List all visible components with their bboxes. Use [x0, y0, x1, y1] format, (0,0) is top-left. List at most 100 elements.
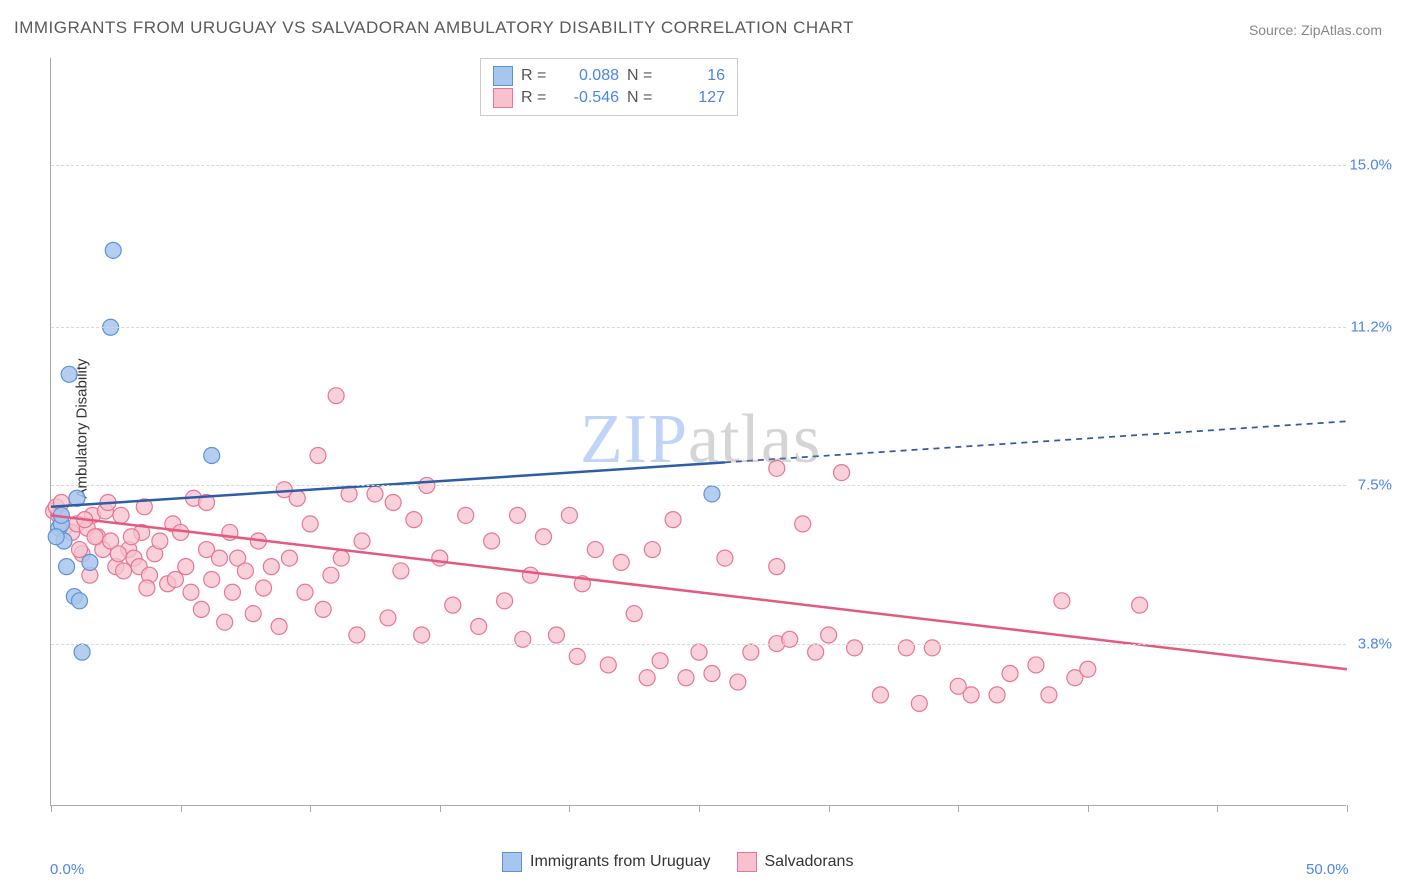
legend-label-uruguay: Immigrants from Uruguay [530, 853, 711, 871]
scatter-point [639, 670, 655, 686]
scatter-point [82, 554, 98, 570]
scatter-point [393, 563, 409, 579]
scatter-point [445, 597, 461, 613]
scatter-point [217, 614, 233, 630]
scatter-point [380, 610, 396, 626]
r-value-0: 0.088 [563, 65, 619, 87]
legend-swatch-uruguay [502, 852, 522, 872]
x-tick [569, 805, 570, 812]
scatter-point [523, 567, 539, 583]
scatter-point [1002, 665, 1018, 681]
n-value-0: 16 [669, 65, 725, 87]
scatter-point [333, 550, 349, 566]
scatter-point [898, 640, 914, 656]
scatter-point [691, 644, 707, 660]
scatter-point [204, 571, 220, 587]
n-label-0: N = [627, 65, 661, 87]
scatter-point [315, 601, 331, 617]
y-tick-label: 15.0% [1349, 156, 1392, 173]
scatter-point [1080, 661, 1096, 677]
scatter-point [123, 529, 139, 545]
gridline-h [51, 644, 1346, 645]
scatter-point [367, 486, 383, 502]
y-tick-label: 7.5% [1358, 477, 1392, 494]
scatter-point [139, 580, 155, 596]
scatter-point [1054, 593, 1070, 609]
scatter-point [600, 657, 616, 673]
scatter-point [237, 563, 253, 579]
scatter-point [963, 687, 979, 703]
scatter-point [328, 388, 344, 404]
scatter-point [183, 584, 199, 600]
y-tick-label: 11.2% [1351, 319, 1392, 336]
scatter-point [665, 512, 681, 528]
scatter-point [652, 653, 668, 669]
y-tick-label: 3.8% [1358, 635, 1392, 652]
x-tick [1217, 805, 1218, 812]
scatter-point [1132, 597, 1148, 613]
scatter-point [510, 507, 526, 523]
scatter-point [432, 550, 448, 566]
source-label: Source: [1249, 22, 1297, 38]
scatter-point [354, 533, 370, 549]
stats-row-uruguay: R = 0.088 N = 16 [493, 65, 725, 87]
scatter-point [769, 460, 785, 476]
scatter-point [821, 627, 837, 643]
legend-label-salvadoran: Salvadorans [765, 853, 854, 871]
x-tick [310, 805, 311, 812]
scatter-point [808, 644, 824, 660]
scatter-point [61, 366, 77, 382]
scatter-point [72, 542, 88, 558]
x-tick [440, 805, 441, 812]
scatter-point [113, 507, 129, 523]
scatter-point [289, 490, 305, 506]
scatter-point [704, 665, 720, 681]
scatter-point [193, 601, 209, 617]
gridline-h [51, 165, 1346, 166]
x-tick-label: 50.0% [1306, 861, 1349, 878]
scatter-point [626, 606, 642, 622]
plot-svg [51, 58, 1346, 805]
scatter-point [535, 529, 551, 545]
scatter-point [569, 648, 585, 664]
regression-line-dashed [725, 421, 1347, 462]
scatter-point [256, 580, 272, 596]
scatter-point [406, 512, 422, 528]
scatter-point [834, 465, 850, 481]
scatter-point [743, 644, 759, 660]
scatter-point [74, 644, 90, 660]
scatter-point [515, 631, 531, 647]
scatter-point [471, 618, 487, 634]
gridline-h [51, 327, 1346, 328]
scatter-point [263, 559, 279, 575]
r-value-1: -0.546 [563, 87, 619, 109]
source-attribution: Source: ZipAtlas.com [1249, 22, 1382, 38]
legend-item-salvadoran: Salvadorans [737, 852, 854, 872]
scatter-point [152, 533, 168, 549]
scatter-point [717, 550, 733, 566]
x-tick [829, 805, 830, 812]
scatter-point [795, 516, 811, 532]
scatter-point [87, 529, 103, 545]
stats-legend: R = 0.088 N = 16 R = -0.546 N = 127 [480, 58, 738, 116]
scatter-point [484, 533, 500, 549]
scatter-point [458, 507, 474, 523]
x-tick [181, 805, 182, 812]
scatter-point [561, 507, 577, 523]
x-tick [51, 805, 52, 812]
scatter-point [271, 618, 287, 634]
scatter-point [782, 631, 798, 647]
scatter-point [769, 559, 785, 575]
series-legend: Immigrants from Uruguay Salvadorans [502, 852, 853, 872]
scatter-point [497, 593, 513, 609]
x-tick [958, 805, 959, 812]
stats-swatch-salvadoran [493, 88, 513, 108]
scatter-point [204, 448, 220, 464]
scatter-point [297, 584, 313, 600]
plot-area [50, 58, 1346, 806]
n-label-1: N = [627, 87, 661, 109]
r-label-0: R = [521, 65, 555, 87]
x-tick-label: 0.0% [50, 861, 84, 878]
scatter-point [847, 640, 863, 656]
gridline-h [51, 485, 1346, 486]
